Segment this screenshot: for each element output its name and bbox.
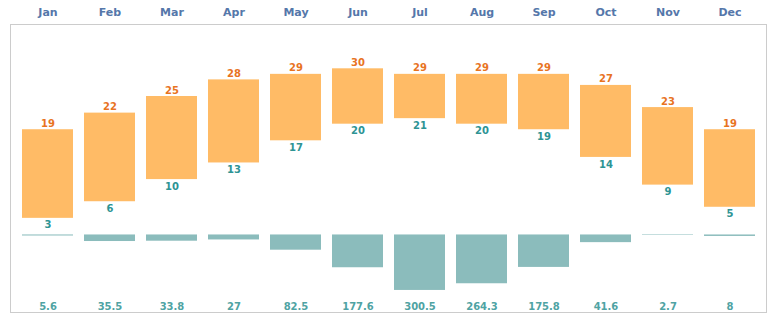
svg-text:25: 25: [165, 85, 179, 96]
svg-text:300.5: 300.5: [404, 301, 436, 312]
svg-text:2.7: 2.7: [659, 301, 677, 312]
svg-text:29: 29: [475, 62, 489, 73]
svg-text:19: 19: [537, 131, 551, 142]
svg-text:Aug: Aug: [470, 6, 494, 19]
svg-text:27: 27: [227, 301, 241, 312]
svg-text:19: 19: [41, 118, 55, 129]
svg-text:May: May: [283, 6, 308, 19]
svg-text:82.5: 82.5: [284, 301, 309, 312]
svg-text:3: 3: [45, 219, 52, 230]
svg-text:Mar: Mar: [160, 6, 184, 19]
svg-text:29: 29: [289, 62, 303, 73]
svg-text:23: 23: [661, 96, 675, 107]
svg-text:5.6: 5.6: [39, 301, 57, 312]
svg-text:175.8: 175.8: [528, 301, 560, 312]
svg-text:6: 6: [107, 203, 114, 214]
svg-text:35.5: 35.5: [98, 301, 123, 312]
svg-text:Oct: Oct: [595, 6, 616, 19]
svg-text:Jan: Jan: [37, 6, 57, 19]
svg-text:27: 27: [599, 73, 613, 84]
svg-text:Dec: Dec: [718, 6, 741, 19]
svg-text:Jun: Jun: [347, 6, 368, 19]
svg-text:20: 20: [351, 125, 365, 136]
svg-text:20: 20: [475, 125, 489, 136]
svg-text:10: 10: [165, 181, 179, 192]
svg-text:21: 21: [413, 120, 427, 131]
svg-text:19: 19: [723, 118, 737, 129]
svg-text:13: 13: [227, 164, 241, 175]
svg-text:Nov: Nov: [656, 6, 681, 19]
svg-text:30: 30: [351, 57, 365, 68]
svg-text:8: 8: [727, 301, 734, 312]
svg-text:Feb: Feb: [99, 6, 122, 19]
svg-text:264.3: 264.3: [466, 301, 498, 312]
svg-text:Jul: Jul: [411, 6, 428, 19]
svg-text:41.6: 41.6: [594, 301, 619, 312]
svg-text:Apr: Apr: [223, 6, 245, 19]
svg-text:29: 29: [413, 62, 427, 73]
svg-text:22: 22: [103, 101, 117, 112]
svg-text:Sep: Sep: [532, 6, 555, 19]
svg-text:28: 28: [227, 68, 241, 79]
svg-text:14: 14: [599, 159, 613, 170]
svg-text:33.8: 33.8: [160, 301, 185, 312]
svg-text:17: 17: [289, 142, 303, 153]
svg-text:5: 5: [727, 208, 734, 219]
svg-text:29: 29: [537, 62, 551, 73]
svg-text:9: 9: [665, 186, 672, 197]
svg-text:177.6: 177.6: [342, 301, 374, 312]
